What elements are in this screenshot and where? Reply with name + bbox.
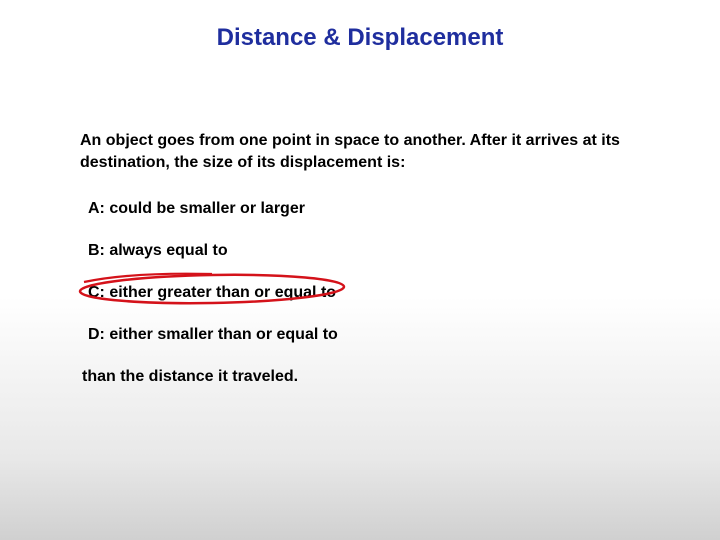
option-d: D: either smaller than or equal to <box>88 326 338 344</box>
question-text: An object goes from one point in space t… <box>80 130 620 173</box>
option-a: A: could be smaller or larger <box>88 200 305 218</box>
annotation-stroke-overlap <box>84 274 212 282</box>
option-c: C: either greater than or equal to <box>88 284 336 302</box>
closing-text: than the distance it traveled. <box>82 368 298 386</box>
option-b: B: always equal to <box>88 242 228 260</box>
slide-title: Distance & Displacement <box>0 24 720 52</box>
